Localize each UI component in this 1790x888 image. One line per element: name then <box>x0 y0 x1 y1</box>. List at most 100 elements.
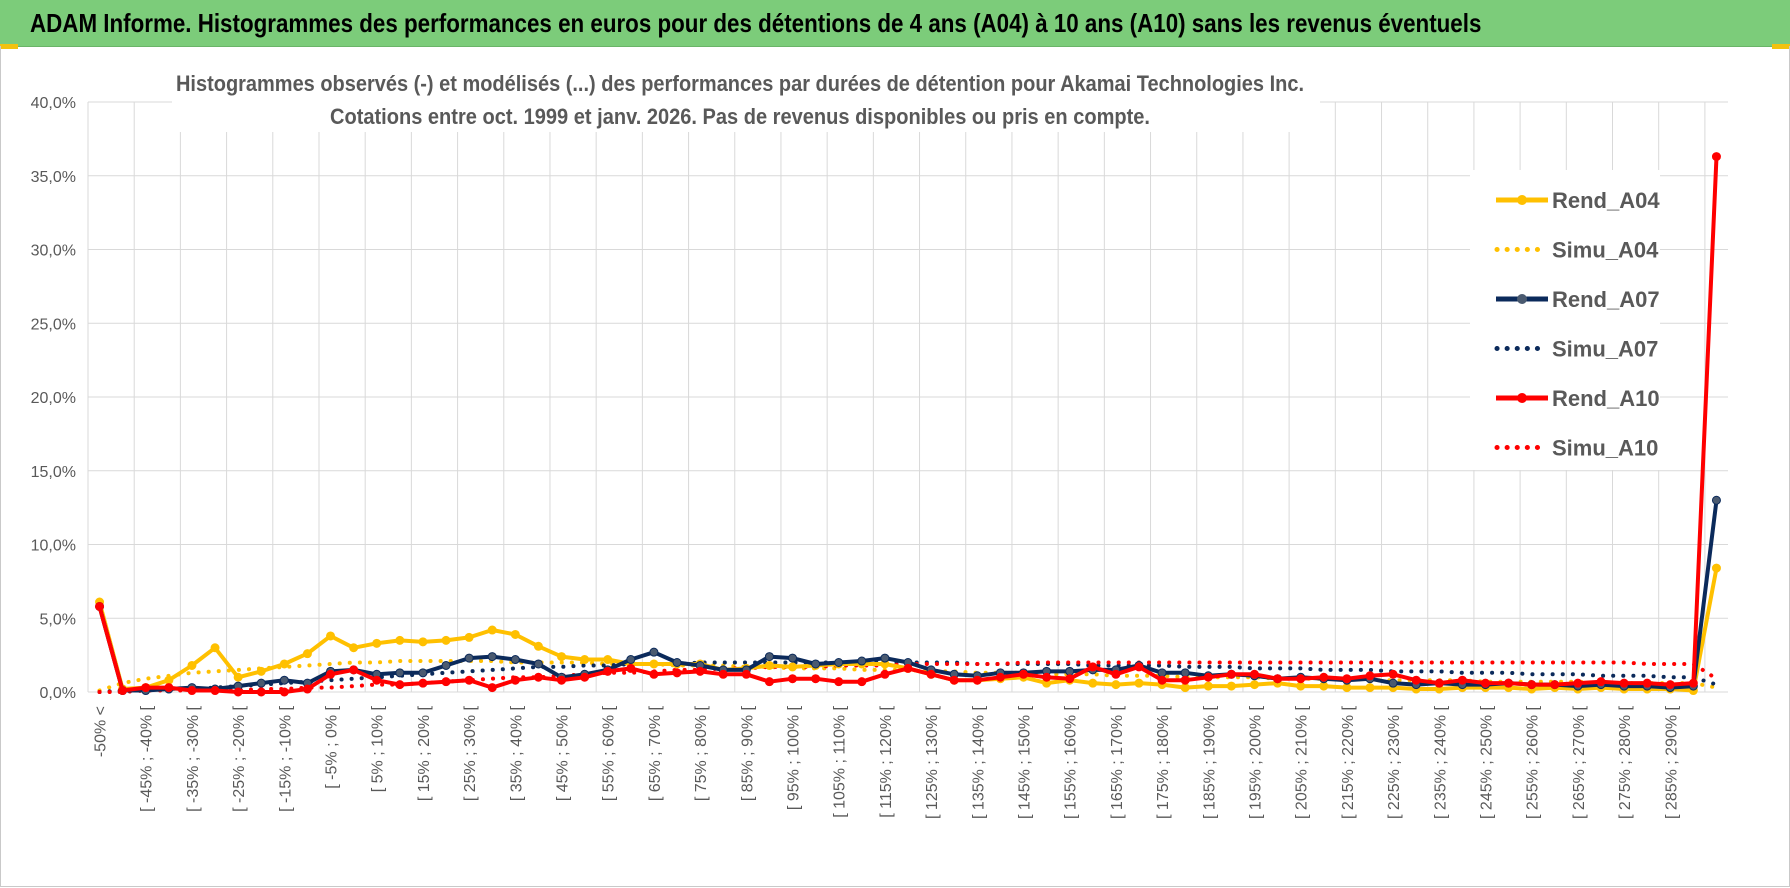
data-point <box>1226 681 1236 691</box>
data-point <box>441 677 451 687</box>
data-point <box>903 663 913 673</box>
data-point <box>510 675 520 685</box>
data-point <box>349 665 359 675</box>
x-tick-label: [ 205% ; 210% [ <box>1294 705 1311 819</box>
data-point <box>1688 678 1698 688</box>
data-point <box>1157 668 1167 678</box>
y-tick-label: 0,0% <box>40 685 76 702</box>
data-point <box>949 675 959 685</box>
x-tick-label: [ -5% ; 0% [ <box>324 705 341 788</box>
data-point <box>302 649 312 659</box>
data-point <box>233 672 243 682</box>
legend-label: Simu_A07 <box>1552 337 1658 362</box>
data-point <box>1065 666 1075 676</box>
x-tick-label: [ 285% ; 290% [ <box>1663 705 1680 819</box>
chart-subtitle: Cotations entre oct. 1999 et janv. 2026.… <box>330 104 1150 129</box>
data-point <box>464 675 474 685</box>
x-axis-labels: -50% < [ -45% ; -40% [[ -35% ; -30% [[ -2… <box>93 705 1681 819</box>
data-point <box>718 669 728 679</box>
legend-label: Rend_A10 <box>1552 386 1660 411</box>
data-point <box>880 669 890 679</box>
x-tick-label: [ 215% ; 220% [ <box>1340 705 1357 819</box>
data-point <box>1711 563 1721 573</box>
data-point <box>533 672 543 682</box>
data-point <box>418 668 428 678</box>
data-point <box>487 625 497 635</box>
x-tick-label: [ -35% ; -30% [ <box>185 705 202 811</box>
data-point <box>1596 677 1606 687</box>
report-title: ADAM Informe. Histogrammes des performan… <box>30 8 1482 38</box>
series-simu-a04 <box>97 659 1719 693</box>
legend-marker <box>1517 294 1527 304</box>
data-point <box>764 652 774 662</box>
x-tick-label: [ 55% ; 60% [ <box>601 705 618 801</box>
data-point <box>487 683 497 693</box>
data-point <box>672 668 682 678</box>
data-point <box>1296 674 1306 684</box>
data-point <box>1088 678 1098 688</box>
data-point <box>788 653 798 663</box>
y-tick-label: 10,0% <box>31 538 76 555</box>
data-point <box>395 668 405 678</box>
data-point <box>1342 674 1352 684</box>
data-point <box>626 655 636 665</box>
data-point <box>1018 669 1028 679</box>
legend-item: Simu_A10 <box>1494 436 1658 461</box>
data-point <box>1065 674 1075 684</box>
legend-item: Rend_A07 <box>1496 287 1660 312</box>
data-point <box>1042 672 1052 682</box>
data-point <box>788 662 798 672</box>
data-point <box>1665 680 1675 690</box>
histogram-line-chart: Histogrammes observés (-) et modélisés (… <box>31 62 1728 819</box>
data-point <box>995 672 1005 682</box>
data-point <box>302 684 312 694</box>
x-tick-label: [ -45% ; -40% [ <box>139 705 156 811</box>
x-tick-label: [ 255% ; 260% [ <box>1525 705 1542 819</box>
x-tick-label: [ -15% ; -10% [ <box>277 705 294 811</box>
data-point <box>95 601 105 611</box>
data-point <box>210 686 220 696</box>
data-point <box>557 652 567 662</box>
corner-accent-right <box>1772 44 1790 49</box>
data-point <box>857 656 867 666</box>
x-tick-label: -50% < <box>93 706 110 757</box>
data-point <box>1434 678 1444 688</box>
x-tick-label: [ 165% ; 170% [ <box>1109 705 1126 819</box>
legend-label: Rend_A07 <box>1552 287 1660 312</box>
legend-item: Rend_A04 <box>1496 188 1660 213</box>
legend-marker <box>1517 195 1527 205</box>
legend-label: Rend_A04 <box>1552 188 1660 213</box>
x-tick-label: [ 115% ; 120% [ <box>878 705 895 817</box>
data-point <box>256 687 266 697</box>
data-point <box>418 678 428 688</box>
data-point <box>580 655 590 665</box>
data-point <box>349 643 359 653</box>
data-point <box>118 686 128 696</box>
data-point <box>372 675 382 685</box>
x-tick-label: [ 5% ; 10% [ <box>370 705 387 792</box>
data-point <box>187 686 197 696</box>
data-point <box>533 659 543 669</box>
data-point <box>487 652 497 662</box>
data-point <box>1365 683 1375 693</box>
data-point <box>788 674 798 684</box>
x-tick-label: [ 275% ; 280% [ <box>1617 705 1634 819</box>
x-tick-label: [ 85% ; 90% [ <box>739 705 756 801</box>
data-point <box>441 635 451 645</box>
y-tick-label: 15,0% <box>31 464 76 481</box>
data-point <box>326 631 336 641</box>
data-point <box>141 683 151 693</box>
x-tick-label: [ 75% ; 80% [ <box>693 705 710 801</box>
x-tick-label: [ 245% ; 250% [ <box>1478 705 1495 819</box>
data-point <box>557 675 567 685</box>
y-tick-label: 25,0% <box>31 316 76 333</box>
data-point <box>464 632 474 642</box>
series-rend-a10 <box>95 152 1721 697</box>
legend-background <box>1470 170 1660 470</box>
data-point <box>464 653 474 663</box>
data-point <box>1203 681 1213 691</box>
data-point <box>1134 678 1144 688</box>
data-point <box>764 677 774 687</box>
x-tick-label: [ 145% ; 150% [ <box>1016 705 1033 819</box>
data-point <box>233 687 243 697</box>
